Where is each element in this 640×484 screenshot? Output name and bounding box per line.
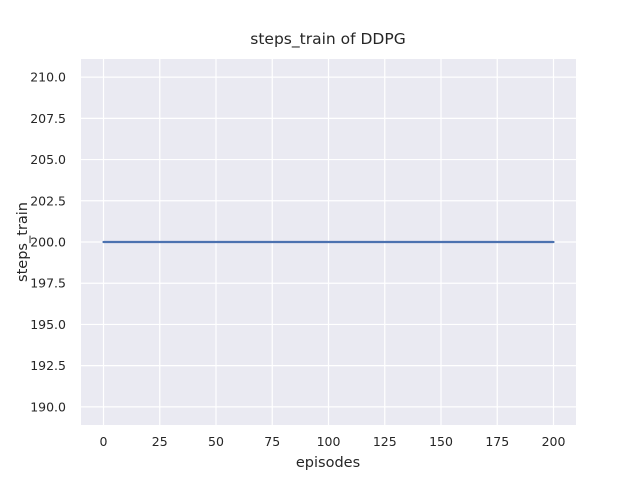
- x-tick-label: 200: [542, 434, 566, 449]
- x-tick-label: 100: [317, 434, 341, 449]
- x-axis-label: episodes: [296, 455, 360, 471]
- y-tick-label: 200.0: [30, 235, 66, 250]
- x-tick-label: 175: [485, 434, 509, 449]
- y-tick-label: 210.0: [30, 70, 66, 85]
- x-tick-label: 0: [100, 434, 108, 449]
- y-axis-label: steps_train: [15, 202, 31, 282]
- y-tick-label: 190.0: [30, 399, 66, 414]
- x-tick-label: 50: [208, 434, 224, 449]
- chart-title: steps_train of DDPG: [250, 30, 405, 49]
- x-tick-label: 75: [264, 434, 280, 449]
- y-tick-label: 202.5: [30, 193, 66, 208]
- y-tick-label: 192.5: [30, 358, 66, 373]
- x-tick-label: 125: [373, 434, 397, 449]
- y-tick-label: 197.5: [30, 276, 66, 291]
- x-tick-label: 25: [152, 434, 168, 449]
- plot-layer: 0 25 50 75 100 125 150 175 200 190.0 192.5 195.0 197…: [30, 59, 576, 449]
- y-tick-label: 207.5: [30, 111, 66, 126]
- y-tick-label: 205.0: [30, 152, 66, 167]
- y-tick-label: 195.0: [30, 317, 66, 332]
- x-tick-label: 150: [429, 434, 453, 449]
